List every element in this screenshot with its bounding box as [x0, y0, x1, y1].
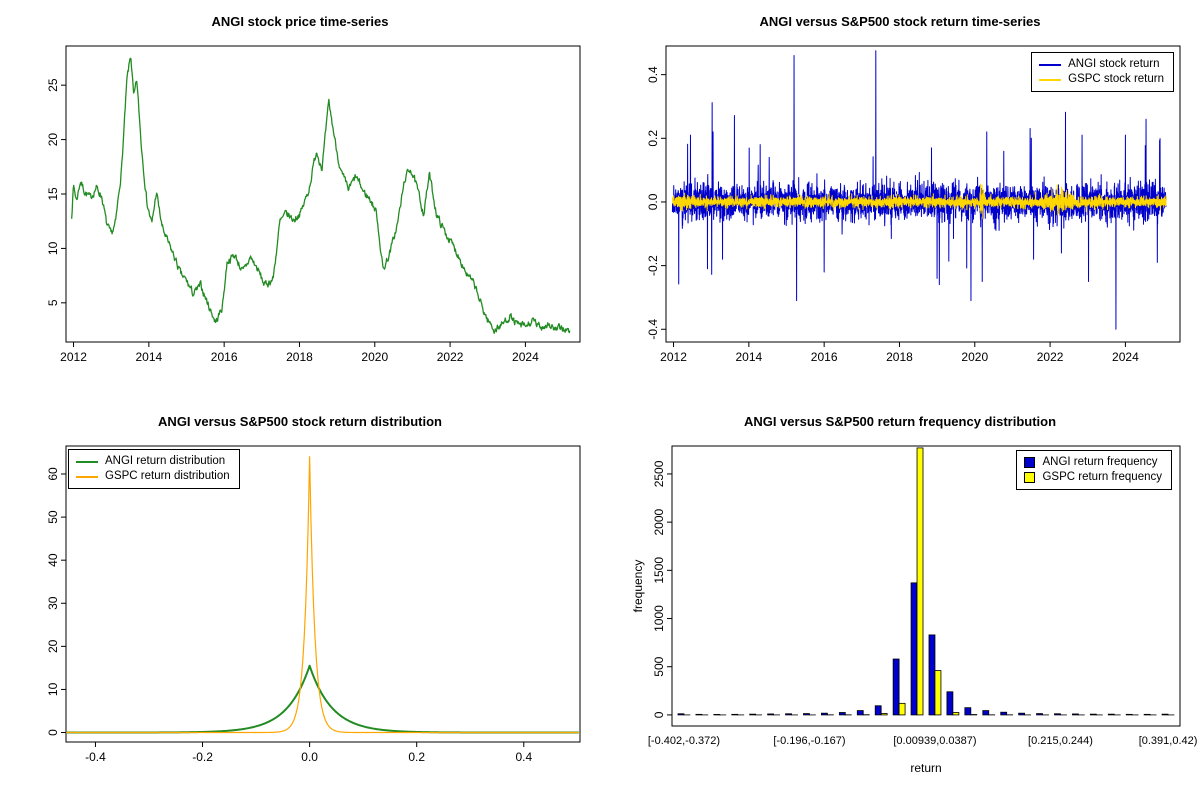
- returns-chart-title: ANGI versus S&P500 stock return time-ser…: [759, 14, 1041, 29]
- legend-entry-gspc-density: GSPC return distribution: [76, 469, 230, 484]
- legend-label: ANGI return distribution: [105, 455, 226, 467]
- density-legend: ANGI return distribution GSPC return dis…: [68, 449, 240, 489]
- angi-frequency-box-swatch: [1024, 457, 1036, 468]
- legend-entry-angi-frequency: ANGI return frequency: [1024, 455, 1162, 470]
- price-chart-title: ANGI stock price time-series: [211, 14, 389, 29]
- chart-panel-returns: ANGI versus S&P500 stock return time-ser…: [600, 0, 1200, 400]
- legend-entry-angi-density: ANGI return distribution: [76, 454, 230, 469]
- chart-panel-density: ANGI versus S&P500 stock return distribu…: [0, 400, 600, 800]
- gspc-density-line-swatch: [76, 475, 98, 478]
- chart-panel-histogram: ANGI versus S&P500 return frequency dist…: [600, 400, 1200, 800]
- legend-label: ANGI stock return: [1068, 58, 1160, 70]
- angi-return-line-swatch: [1039, 63, 1062, 66]
- returns-legend: ANGI stock return GSPC stock return: [1031, 52, 1174, 92]
- legend-entry-gspc-return: GSPC stock return: [1039, 72, 1164, 87]
- legend-label: ANGI return frequency: [1042, 456, 1158, 468]
- legend-entry-gspc-frequency: GSPC return frequency: [1024, 470, 1162, 485]
- price-chart-canvas: [0, 0, 600, 400]
- legend-label: GSPC return distribution: [105, 470, 230, 482]
- legend-label: GSPC stock return: [1068, 73, 1164, 85]
- histogram-chart-title: ANGI versus S&P500 return frequency dist…: [743, 414, 1057, 429]
- gspc-return-line-swatch: [1039, 78, 1062, 81]
- legend-entry-angi-return: ANGI stock return: [1039, 57, 1164, 72]
- legend-label: GSPC return frequency: [1042, 471, 1162, 483]
- histogram-legend: ANGI return frequency GSPC return freque…: [1016, 450, 1172, 490]
- gspc-frequency-box-swatch: [1024, 472, 1036, 483]
- chart-panel-price: ANGI stock price time-series: [0, 0, 600, 400]
- density-chart-title: ANGI versus S&P500 stock return distribu…: [158, 414, 442, 429]
- angi-density-line-swatch: [76, 460, 98, 463]
